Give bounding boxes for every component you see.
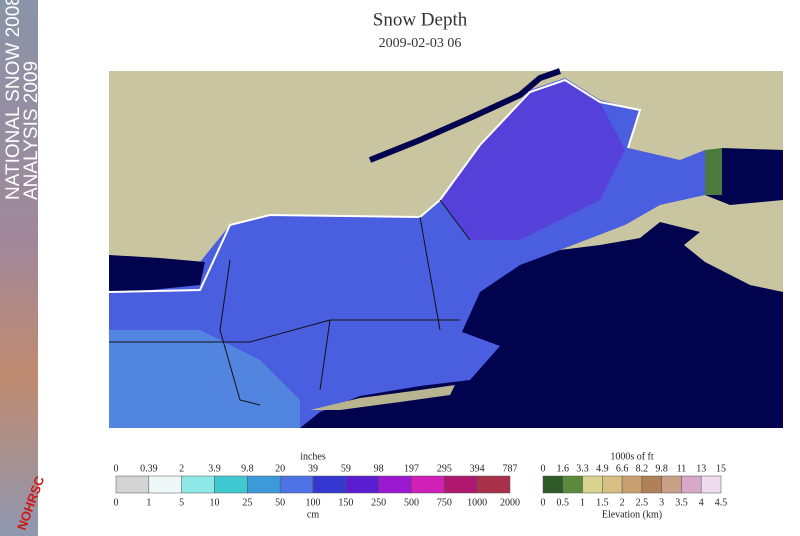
legend-label: 1: [580, 497, 585, 508]
legend-swatch: [148, 475, 182, 494]
sidebar-line: NATIONAL SNOW 2008-: [3, 0, 24, 200]
legend-swatch: [378, 475, 412, 494]
legend-label: 20: [275, 463, 285, 474]
legend-swatch: [582, 475, 603, 494]
legend-swatch: [700, 475, 722, 494]
legend-label: 0: [114, 463, 119, 474]
legend-swatch: [641, 475, 662, 494]
legend-label: 4.5: [715, 497, 728, 508]
legend-unit: inches: [300, 451, 326, 462]
legend-label: 0.39: [140, 463, 158, 474]
legend-label: 2.5: [636, 497, 649, 508]
legend-swatch: [214, 475, 248, 494]
sidebar: [0, 0, 38, 536]
legend-label: 10: [210, 497, 220, 508]
legend-label: 2: [620, 497, 625, 508]
legend-label: 100: [306, 497, 321, 508]
long-island: [310, 385, 455, 410]
legend-label: 25: [242, 497, 252, 508]
legend-label: 3.9: [208, 463, 221, 474]
legend-label: 1.5: [596, 497, 609, 508]
legend-label: 0: [541, 463, 546, 474]
legend-swatch: [602, 475, 623, 494]
legend-label: 2: [179, 463, 184, 474]
legend-label: 1.6: [557, 463, 570, 474]
legend-label: 98: [374, 463, 384, 474]
legend-label: 1: [146, 497, 151, 508]
legend-label: 3.3: [576, 463, 589, 474]
legend-label: 394: [470, 463, 485, 474]
legend-label: 6.6: [616, 463, 629, 474]
legend-label: 250: [371, 497, 386, 508]
subtitle: 2009-02-03 06: [379, 36, 462, 51]
state-line: [109, 199, 471, 406]
legend-label: 39: [308, 463, 318, 474]
legend-label: 11: [677, 463, 687, 474]
legend-label: 9.8: [655, 463, 668, 474]
legend-swatch: [444, 475, 478, 494]
legend-swatch: [621, 475, 643, 494]
legend-swatch: [345, 475, 379, 494]
legend-swatch: [247, 475, 281, 494]
legend-label: 5: [179, 497, 184, 508]
legend-swatch: [562, 475, 583, 494]
legend-swatch: [542, 475, 564, 494]
legend-label: 500: [404, 497, 419, 508]
legend-swatch: [279, 475, 314, 494]
legend-label: 750: [437, 497, 452, 508]
border: [108, 78, 642, 293]
legend-label: 4: [699, 497, 704, 508]
legend-unit: Elevation (km): [602, 509, 662, 520]
sidebar-line: ANALYSIS 2009: [21, 61, 42, 200]
legend-label: 3: [659, 497, 664, 508]
legend-label: 4.9: [596, 463, 609, 474]
legend-label: 0: [541, 497, 546, 508]
legend-label: 150: [338, 497, 353, 508]
legend-label: 15: [716, 463, 726, 474]
legend-label: 59: [341, 463, 351, 474]
legend-swatch: [476, 475, 511, 494]
legend-unit: 1000s of ft: [610, 451, 654, 462]
legend-label: 8.2: [636, 463, 649, 474]
legend-swatch: [312, 475, 347, 494]
deep-snow: [440, 80, 625, 240]
legend-label: 1000: [467, 497, 487, 508]
legend-swatch: [115, 475, 150, 494]
legend-swatch: [411, 475, 445, 494]
legend-label: 13: [696, 463, 706, 474]
legend-label: 50: [275, 497, 285, 508]
legend-label: 295: [437, 463, 452, 474]
legend-unit: cm: [307, 509, 319, 520]
legend-swatch: [661, 475, 682, 494]
map: [108, 68, 783, 428]
legend-label: 3.5: [675, 497, 688, 508]
river: [368, 68, 561, 163]
legend-swatch: [681, 475, 702, 494]
legend-label: 197: [404, 463, 419, 474]
lake: [109, 255, 205, 292]
title: Snow Depth: [373, 9, 468, 30]
legend-label: 2000: [500, 497, 520, 508]
legend-label: 787: [503, 463, 518, 474]
legend-swatch: [181, 475, 215, 494]
legend-label: 9.8: [241, 463, 254, 474]
legend-label: 0: [114, 497, 119, 508]
bare-ground: [705, 148, 722, 195]
legend-label: 0.5: [557, 497, 570, 508]
